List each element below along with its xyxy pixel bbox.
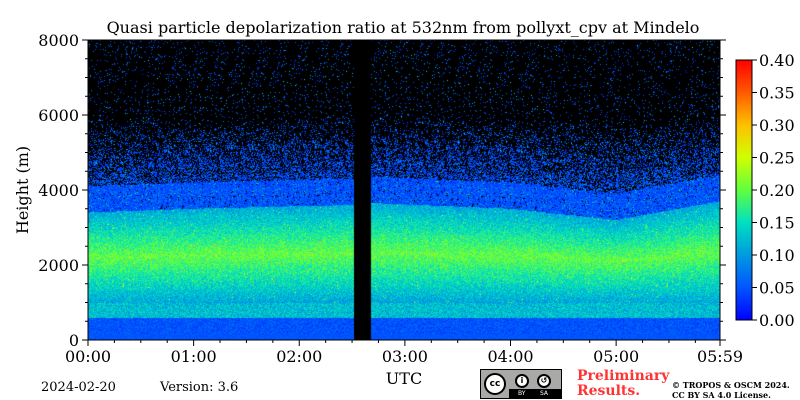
- attribution-icon: i: [515, 374, 529, 388]
- date-label: 2024-02-20: [41, 380, 116, 395]
- cc-icon: cc: [484, 373, 506, 395]
- license-strip: BY SA: [509, 389, 561, 398]
- x-tick-label: 00:00: [65, 347, 111, 366]
- preliminary-notice: Preliminary Results.: [577, 368, 670, 399]
- sa-label: SA: [540, 390, 549, 397]
- y-tick-label: 0: [69, 331, 79, 350]
- colorbar-tick-label: 0.40: [759, 51, 795, 70]
- heatmap-image: [88, 40, 720, 340]
- colorbar-tick-label: 0.05: [759, 279, 795, 298]
- colorbar-tick-label: 0.10: [759, 246, 795, 265]
- by-label: BY: [518, 390, 526, 397]
- y-axis: 0 2000 4000 6000 8000: [38, 31, 726, 350]
- x-tick-label: 05:59: [697, 347, 743, 366]
- plot-area: [87, 39, 721, 341]
- colorbar-tick-label: 0.30: [759, 116, 795, 135]
- x-tick-label: 04:00: [487, 347, 533, 366]
- x-tick-label: 02:00: [276, 347, 322, 366]
- cc-license-badge: cc i ↺ BY SA: [480, 369, 562, 399]
- y-tick-label: 6000: [38, 106, 79, 125]
- colorbar-tick-label: 0.35: [759, 84, 795, 103]
- x-axis: 00:00 01:00 02:00 03:00 04:00 05:00 05:59: [65, 340, 743, 366]
- x-axis-label: UTC: [386, 369, 422, 388]
- colorbar: 0.00 0.05 0.10 0.15 0.20 0.25 0.30 0.35 0.40: [735, 51, 795, 330]
- y-axis-label: Height (m): [13, 146, 32, 234]
- colorbar-gradient: [735, 59, 753, 321]
- colorbar-tick-label: 0.00: [759, 311, 795, 330]
- colorbar-ticks: 0.00 0.05 0.10 0.15 0.20 0.25 0.30 0.35 0.40: [752, 51, 795, 330]
- colorbar-tick-label: 0.20: [759, 181, 795, 200]
- y-tick-label: 8000: [38, 31, 79, 50]
- x-tick-label: 01:00: [171, 347, 217, 366]
- x-tick-label: 03:00: [382, 347, 428, 366]
- y-tick-label: 4000: [38, 181, 79, 200]
- copyright-notice: © TROPOS & OSCM 2024. CC BY SA 4.0 Licen…: [672, 380, 790, 400]
- version-label: Version: 3.6: [160, 380, 239, 395]
- y-tick-label: 2000: [38, 256, 79, 275]
- x-tick-label: 05:00: [593, 347, 639, 366]
- colorbar-tick-label: 0.15: [759, 214, 795, 233]
- chart-title: Quasi particle depolarization ratio at 5…: [107, 18, 700, 37]
- colorbar-tick-label: 0.25: [759, 149, 795, 168]
- share-alike-icon: ↺: [537, 374, 551, 388]
